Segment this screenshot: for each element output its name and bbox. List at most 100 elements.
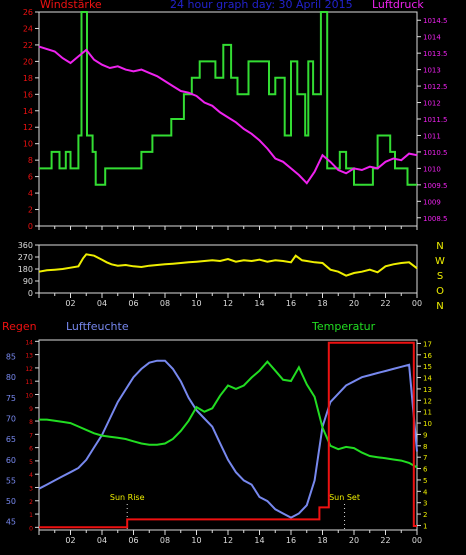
chart-title: 24 hour graph day: 30 April 2015 — [170, 0, 353, 11]
direction-tick-label: 270 — [18, 253, 33, 262]
temperature-tick-label: 3 — [423, 500, 427, 508]
humidity-tick-label: 70 — [6, 414, 16, 423]
humidity-tick-label: 45 — [6, 518, 16, 527]
temperature-tick-label: 7 — [423, 454, 427, 462]
temperature-tick-label: 16 — [423, 352, 432, 360]
wind-tick-label: 6 — [28, 173, 33, 182]
time-axis-3-tick-label: 20 — [349, 536, 359, 545]
pressure-tick-label: 1009.5 — [423, 182, 448, 190]
wind-tick-label: 14 — [23, 107, 33, 116]
humidity-tick-label: 75 — [6, 394, 16, 403]
pressure-tick-label: 1014.5 — [423, 17, 448, 25]
time-axis-2-tick-label: 08 — [160, 299, 170, 308]
time-axis-2-tick-label: 16 — [286, 299, 296, 308]
temperature-tick-label: 13 — [423, 386, 432, 394]
compass-label: W — [435, 256, 445, 267]
wind-direction-line — [38, 253, 418, 277]
direction-tick-label: 360 — [18, 241, 33, 250]
wind-tick-label: 22 — [23, 41, 33, 50]
direction-tick-label: 90 — [23, 277, 33, 286]
direction-tick-label: 180 — [18, 265, 33, 274]
pressure-axis-title: Luftdruck — [372, 0, 424, 11]
wind-tick-label: 20 — [23, 57, 33, 66]
humidity-axis-title: Luftfeuchte — [66, 320, 129, 333]
rain-tick-label: 5 — [29, 459, 33, 466]
time-axis-2-tick-label: 12 — [223, 299, 233, 308]
time-axis-3-tick-label: 18 — [317, 536, 327, 545]
humidity-tick-label: 65 — [6, 435, 16, 444]
rain-tick-label: 7 — [29, 432, 33, 439]
wind-tick-label: 2 — [28, 206, 33, 215]
wind-tick-label: 24 — [23, 24, 33, 33]
temperature-axis-title: Temperatur — [312, 320, 376, 333]
time-axis-2-tick-label: 02 — [65, 299, 75, 308]
temperature-tick-label: 10 — [423, 420, 432, 428]
compass-label: S — [437, 271, 443, 282]
rain-tick-label: 11 — [25, 379, 33, 386]
rain-tick-label: 13 — [25, 353, 33, 360]
temperature-tick-label: 1 — [423, 522, 427, 530]
compass-label: O — [436, 286, 444, 297]
temperature-tick-label: 4 — [423, 488, 428, 496]
time-axis-2-tick-label: 04 — [97, 299, 107, 308]
rain-tick-label: 14 — [25, 339, 33, 346]
pressure-line — [38, 45, 418, 185]
sunrise-label: Sun Rise — [110, 493, 145, 502]
wind-tick-label: 0 — [28, 222, 33, 230]
temperature-tick-label: 14 — [423, 375, 432, 383]
wind-axis-title: Windstärke — [40, 0, 102, 11]
time-axis-2-tick-label: 10 — [191, 299, 201, 308]
time-axis-3-tick-label: 12 — [223, 536, 233, 545]
temperature-tick-label: 15 — [423, 363, 432, 371]
pressure-tick-label: 1013 — [423, 67, 441, 75]
temperature-tick-label: 8 — [423, 443, 427, 451]
humidity-tick-label: 85 — [6, 353, 16, 362]
temperature-tick-label: 17 — [423, 340, 432, 348]
humidity-tick-label: 80 — [6, 373, 16, 382]
wind-line — [39, 11, 417, 186]
pressure-tick-label: 1008.5 — [423, 215, 448, 223]
rain-tick-label: 1 — [29, 512, 33, 519]
pressure-tick-label: 1012.5 — [423, 83, 448, 91]
rain-humidity-temp-chart: 0123456789101112131445505560657075808512… — [6, 339, 433, 545]
temperature-line — [39, 360, 418, 469]
rain-tick-label: 0 — [29, 525, 33, 532]
time-axis-3-tick-label: 04 — [97, 536, 107, 545]
rain-line — [39, 341, 417, 529]
rain-tick-label: 12 — [25, 366, 33, 373]
time-axis-3-tick-label: 00 — [412, 536, 422, 545]
rain-axis-title: Regen — [2, 320, 37, 333]
direction-tick-label: 0 — [28, 289, 33, 298]
time-axis-2-tick-label: 06 — [128, 299, 138, 308]
wind-tick-label: 16 — [23, 90, 33, 99]
rain-tick-label: 8 — [29, 419, 33, 426]
time-axis-2-tick-label: 22 — [380, 299, 390, 308]
wind-tick-label: 12 — [23, 123, 33, 132]
temperature-tick-label: 11 — [423, 409, 432, 417]
sunset-label: Sun Set — [329, 493, 360, 502]
rain-tick-label: 3 — [29, 485, 33, 492]
humidity-tick-label: 60 — [6, 456, 16, 465]
rain-tick-label: 4 — [29, 472, 33, 479]
time-axis-2-tick-label: 14 — [254, 299, 264, 308]
temperature-tick-label: 6 — [423, 466, 428, 474]
compass-label: N — [436, 301, 443, 312]
time-axis-3-tick-label: 10 — [191, 536, 201, 545]
direction-frame — [38, 244, 418, 294]
rain-tick-label: 10 — [25, 392, 33, 399]
wind-tick-label: 10 — [23, 140, 33, 149]
time-axis-3-tick-label: 22 — [380, 536, 390, 545]
humidity-line — [38, 359, 418, 519]
wind-tick-label: 8 — [28, 156, 33, 165]
pressure-tick-label: 1011.5 — [423, 116, 448, 124]
humidity-tick-label: 50 — [6, 497, 16, 506]
temperature-tick-label: 12 — [423, 397, 432, 405]
plot-frame-3 — [38, 339, 418, 531]
temperature-tick-label: 9 — [423, 431, 427, 439]
time-axis-2-tick-label: 18 — [317, 299, 327, 308]
rain-tick-label: 6 — [29, 446, 33, 453]
wind-tick-label: 26 — [23, 8, 33, 17]
compass-label: N — [436, 241, 443, 252]
